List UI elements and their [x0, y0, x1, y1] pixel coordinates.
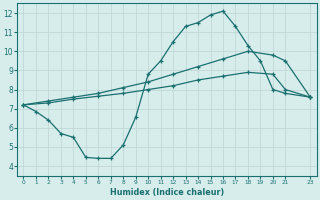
X-axis label: Humidex (Indice chaleur): Humidex (Indice chaleur)	[110, 188, 224, 197]
